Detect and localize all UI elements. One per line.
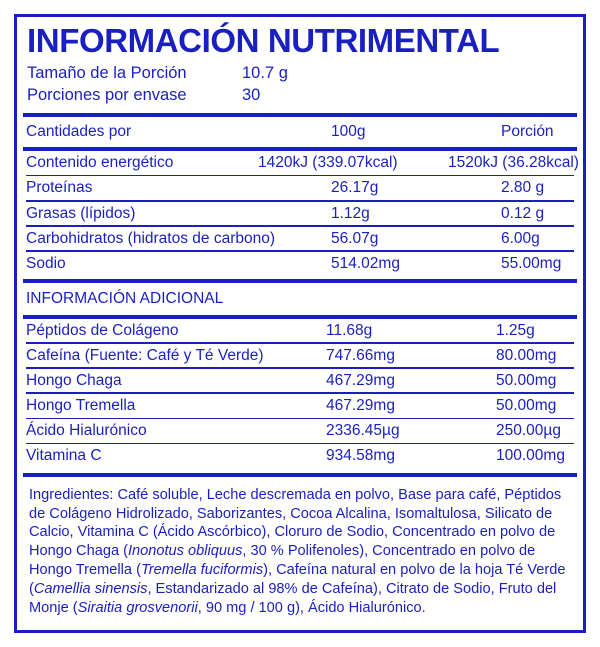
- nutrient-name: Cafeína (Fuente: Café y Té Verde): [26, 346, 264, 364]
- nutrient-value-portion: 250.00µg: [496, 422, 561, 440]
- scientific-name-chaga: Inonotus obliquus: [127, 543, 243, 560]
- table-row: Péptidos de Colágeno 11.68g 1.25g: [26, 319, 574, 343]
- nutrient-name: Contenido energético: [26, 154, 174, 172]
- ingredients-text-1: Café soluble, Leche descremada en polvo,…: [29, 486, 562, 560]
- table-row: Contenido energético 1420kJ (339.07kcal)…: [26, 151, 579, 175]
- nutrient-value-100g: 1420kJ (339.07kcal): [258, 154, 398, 172]
- nutrient-name: Ácido Hialurónico: [26, 422, 147, 440]
- nutrient-value-portion: 1520kJ (36.28kcal): [448, 154, 579, 172]
- table-row: Sodio 514.02mg 55.00mg: [26, 252, 574, 276]
- nutrient-value-portion: 1.25g: [496, 321, 535, 339]
- nutrient-value-portion: 100.00mg: [496, 447, 565, 465]
- additional-info-title: INFORMACIÓN ADICIONAL: [26, 290, 224, 308]
- nutrient-value-100g: 11.68g: [326, 321, 373, 339]
- table-row: Carbohidratos (hidratos de carbono) 56.0…: [26, 227, 574, 251]
- nutrient-name: Proteínas: [26, 179, 93, 197]
- servings-per-container-row: Porciones por envase 30: [27, 85, 573, 107]
- ingredients-text-3: ), Cafeína natural en polvo de la hoja T…: [29, 561, 566, 597]
- row-divider: [26, 417, 574, 420]
- row-divider: [26, 392, 574, 395]
- table-row: Hongo Chaga 467.29mg 50.00mg: [26, 369, 574, 393]
- column-header-per-100g: 100g: [331, 122, 366, 140]
- nutrient-name: Carbohidratos (hidratos de carbono): [26, 229, 275, 247]
- row-divider: [26, 250, 574, 252]
- row-divider: [26, 342, 574, 344]
- divider-below-additional-title: [23, 314, 577, 319]
- nutrient-name: Sodio: [26, 254, 66, 272]
- column-header-per-portion: Porción: [501, 122, 554, 140]
- nutrient-name: Péptidos de Colágeno: [26, 321, 179, 339]
- nutrient-value-100g: 2336.45µg: [326, 422, 400, 440]
- ingredients-text-5: , 90 mg / 100 g), Ácido Hialurónico.: [197, 599, 426, 616]
- column-header-amounts: Cantidades por: [26, 122, 132, 140]
- nutrient-value-100g: 514.02mg: [331, 254, 400, 272]
- nutrient-value-portion: 50.00mg: [496, 397, 557, 415]
- nutrient-value-portion: 55.00mg: [501, 254, 562, 272]
- divider-below-table-header: [23, 147, 577, 152]
- nutrient-name: Vitamina C: [26, 447, 102, 465]
- divider-above-ingredients: [23, 472, 577, 477]
- serving-size-value: 10.7 g: [242, 64, 288, 82]
- main-table-body: Contenido energético 1420kJ (339.07kcal)…: [17, 151, 583, 275]
- serving-size-label: Tamaño de la Porción: [27, 64, 187, 82]
- nutrient-value-100g: 26.17g: [331, 179, 379, 197]
- nutrient-value-100g: 1.12g: [331, 204, 370, 222]
- nutrient-name: Hongo Chaga: [26, 371, 122, 389]
- nutrient-value-portion: 2.80 g: [501, 179, 545, 197]
- table-row: Hongo Tremella 467.29mg 50.00mg: [26, 394, 574, 418]
- label-frame: INFORMACIÓN NUTRIMENTAL Tamaño de la Por…: [14, 14, 586, 633]
- page-title: INFORMACIÓN NUTRIMENTAL: [27, 22, 500, 59]
- scientific-name-tremella: Tremella fuciformis: [140, 561, 264, 578]
- ingredients-heading: Ingredientes:: [29, 486, 114, 503]
- nutrient-value-100g: 747.66mg: [326, 346, 395, 364]
- table-row: Ácido Hialurónico 2336.45µg 250.00µg: [26, 419, 574, 443]
- serving-size-row: Tamaño de la Porción 10.7 g: [27, 63, 573, 85]
- servings-per-container-label: Porciones por envase: [27, 85, 187, 104]
- nutrient-name: Hongo Tremella: [26, 397, 136, 415]
- row-divider: [26, 174, 574, 177]
- ingredients-text-2: , 30 % Polifenoles), Concentrado en polv…: [29, 543, 536, 578]
- table-header-row: Cantidades por 100g Porción: [26, 117, 574, 148]
- main-table: Cantidades por 100g Porción: [17, 117, 583, 148]
- serving-info: Tamaño de la Porción 10.7 g Porciones po…: [17, 59, 583, 113]
- nutrient-value-portion: 50.00mg: [496, 371, 557, 389]
- servings-per-container-value: 30: [242, 85, 261, 104]
- nutrient-value-100g: 467.29mg: [326, 397, 395, 415]
- nutrient-value-100g: 56.07g: [331, 229, 379, 247]
- nutrient-value-100g: 934.58mg: [326, 447, 395, 465]
- table-row: Grasas (lípidos) 1.12g 0.12 g: [26, 202, 574, 226]
- nutrient-value-100g: 467.29mg: [326, 371, 395, 389]
- nutrient-value-portion: 6.00g: [501, 229, 540, 247]
- scientific-name-green-tea: Camellia sinensis: [33, 580, 148, 597]
- scientific-name-monk-fruit: Siraitia grosvenorii: [77, 599, 198, 616]
- divider-below-serving: [23, 112, 577, 117]
- divider-above-additional: [23, 279, 577, 284]
- row-divider: [26, 367, 574, 369]
- table-row: Cafeína (Fuente: Café y Té Verde) 747.66…: [26, 344, 574, 368]
- ingredients-block: Ingredientes: Café soluble, Leche descre…: [17, 477, 583, 630]
- ingredients-text-4: , Estandarizado al 98% de Cafeína), Citr…: [29, 580, 557, 616]
- row-divider: [26, 442, 574, 445]
- table-row: Proteínas 26.17g 2.80 g: [26, 176, 574, 200]
- nutrient-name: Grasas (lípidos): [26, 204, 136, 222]
- row-divider: [26, 199, 574, 202]
- nutrient-value-portion: 80.00mg: [496, 346, 557, 364]
- table-row: Vitamina C 934.58mg 100.00mg: [26, 444, 574, 468]
- nutrient-value-portion: 0.12 g: [501, 204, 545, 222]
- additional-table: Péptidos de Colágeno 11.68g 1.25g Cafeín…: [17, 319, 583, 468]
- title-block: INFORMACIÓN NUTRIMENTAL: [17, 17, 583, 59]
- row-divider: [26, 225, 574, 227]
